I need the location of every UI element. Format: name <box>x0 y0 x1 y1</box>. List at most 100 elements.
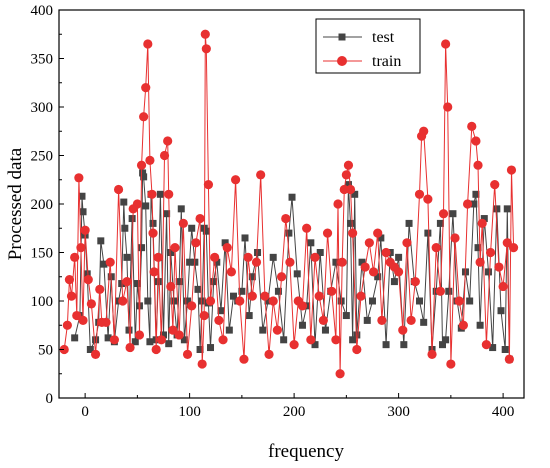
data-point-test <box>186 258 194 266</box>
data-point-train <box>86 299 96 309</box>
data-point-test <box>400 341 408 349</box>
data-point-test <box>131 338 139 346</box>
data-point-train <box>475 257 485 267</box>
data-point-test <box>245 312 253 320</box>
data-point-test <box>225 326 233 334</box>
data-point-test <box>154 278 162 286</box>
data-point-train <box>458 320 468 330</box>
data-point-train <box>314 291 324 301</box>
data-point-test <box>78 192 86 200</box>
data-point-test <box>100 260 108 268</box>
data-point-train <box>297 301 308 311</box>
data-point-test <box>342 312 350 320</box>
data-point-test <box>416 297 424 305</box>
data-point-train <box>76 243 86 253</box>
data-point-train <box>341 170 351 180</box>
data-point-test <box>449 210 457 218</box>
data-point-test <box>374 273 382 281</box>
data-point-test <box>497 307 505 315</box>
data-point-test <box>213 258 221 266</box>
data-point-train <box>139 112 149 122</box>
x-tick-label: 300 <box>387 404 410 420</box>
data-point-train <box>136 160 147 170</box>
data-point-test <box>377 234 385 242</box>
data-point-train <box>247 291 257 301</box>
data-point-train <box>381 247 391 258</box>
data-point-train <box>498 281 508 292</box>
data-point-test <box>358 258 366 266</box>
data-point-train <box>101 317 111 327</box>
y-axis: 0 50 100 150 200 250 300 350 400 <box>31 3 64 407</box>
data-point-train <box>356 291 366 301</box>
data-point-train <box>373 228 383 238</box>
y-axis-title: Processed data <box>5 147 26 260</box>
data-point-test <box>142 202 150 210</box>
data-point-test <box>316 249 324 256</box>
data-point-train <box>427 349 437 359</box>
data-point-test <box>438 341 446 349</box>
data-point-test <box>221 239 229 247</box>
data-point-test <box>351 190 359 198</box>
series-train <box>59 29 519 379</box>
data-point-train <box>95 284 105 294</box>
data-point-test <box>368 297 376 305</box>
data-point-test <box>484 268 492 276</box>
legend: test train <box>315 18 421 74</box>
data-point-train <box>201 44 211 54</box>
data-point-train <box>182 349 193 359</box>
data-point-test <box>293 270 301 278</box>
data-point-test <box>503 205 511 213</box>
data-point-test <box>230 292 238 300</box>
data-point-train <box>66 291 77 301</box>
data-point-test <box>180 336 188 344</box>
data-point-train <box>398 325 408 335</box>
data-point-test <box>86 346 94 353</box>
legend-train-label: train <box>372 53 401 70</box>
data-point-train <box>74 173 84 183</box>
data-point-test <box>71 334 79 342</box>
data-point-train <box>508 243 519 253</box>
data-point-test <box>476 321 484 329</box>
data-point-train <box>502 238 512 248</box>
data-point-test <box>217 307 225 315</box>
data-point-train <box>70 252 80 262</box>
data-point-test <box>123 253 131 261</box>
data-point-train <box>256 170 266 180</box>
x-axis-title: frequency <box>268 441 344 462</box>
data-point-train <box>156 335 167 345</box>
data-point-test <box>167 249 175 256</box>
data-point-train <box>414 189 425 199</box>
data-point-train <box>260 291 270 301</box>
data-point-train <box>62 320 72 330</box>
data-point-train <box>485 247 496 258</box>
data-point-train <box>210 252 220 262</box>
data-point-train <box>200 29 210 39</box>
data-point-train <box>268 296 278 306</box>
data-point-test <box>97 237 105 245</box>
data-point-test <box>405 219 413 227</box>
data-point-train <box>113 184 124 195</box>
data-point-train <box>467 121 477 131</box>
data-point-train <box>276 272 287 282</box>
data-point-train <box>170 243 180 253</box>
data-point-test <box>202 227 210 235</box>
data-point-test <box>79 208 87 216</box>
data-point-train <box>322 228 333 238</box>
data-point-test <box>184 297 192 305</box>
data-point-train <box>337 257 347 267</box>
data-point-test <box>238 287 246 295</box>
data-point-train <box>205 296 216 306</box>
data-point-train <box>360 262 370 272</box>
x-tick-label: 200 <box>283 404 306 420</box>
data-point-train <box>377 315 387 325</box>
data-point-test <box>92 336 100 344</box>
data-point-train <box>163 136 173 146</box>
data-point-train <box>230 175 241 185</box>
data-point-test <box>420 318 428 326</box>
data-point-train <box>345 184 356 195</box>
data-point-train <box>149 267 159 277</box>
data-point-train <box>331 335 341 345</box>
data-point-train <box>318 315 328 325</box>
data-point-test <box>138 244 146 252</box>
